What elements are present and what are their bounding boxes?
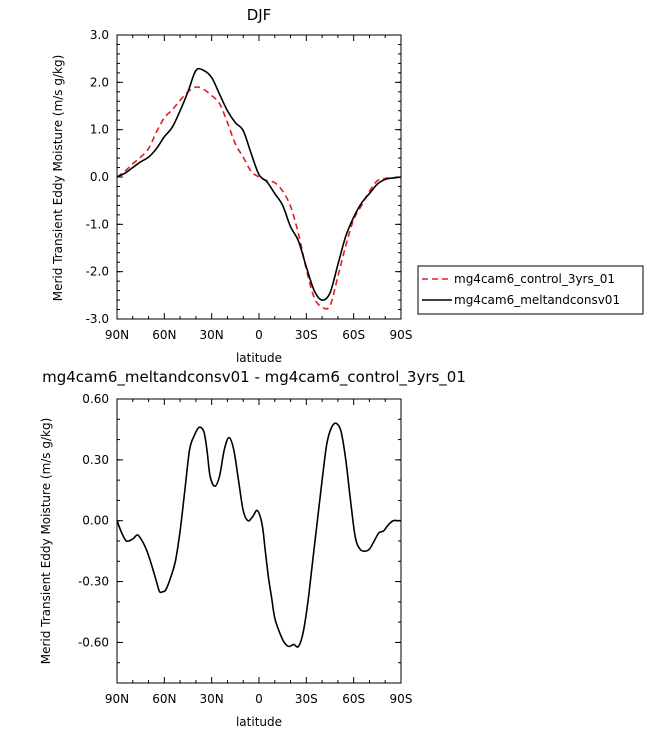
top-x-tick-label: 90N — [105, 328, 129, 342]
bottom-y-axis-title: Merid Transient Eddy Moisture (m/s g/kg) — [39, 418, 53, 665]
bottom-x-tick-label: 30N — [200, 692, 224, 706]
bottom-series-line-difference — [116, 422, 401, 648]
legend-box — [417, 265, 644, 315]
bottom-axis-ticks: 90N 60N 30N 0 30S 60S 90S 0.60 0.30 0.00 -0.30 -0.6… — [78, 392, 413, 706]
bottom-x-tick-label: 60S — [342, 692, 365, 706]
top-chart-title: DJF — [247, 6, 272, 24]
top-y-tick-label: -3.0 — [86, 312, 109, 326]
top-x-tick-label: 60N — [152, 328, 176, 342]
bottom-x-tick-label: 30S — [295, 692, 318, 706]
bottom-x-tick-label: 90N — [105, 692, 129, 706]
top-plot-frame — [116, 34, 402, 320]
bottom-x-tick-label: 0 — [255, 692, 263, 706]
top-x-tick-label: 0 — [255, 328, 263, 342]
bottom-y-tick-label: 0.60 — [82, 392, 109, 406]
top-panel: DJF 90N 60N 30N 0 30S 60S 90S 3.0 2.0 1.0 0.0 -1.0 -… — [51, 6, 644, 365]
top-y-tick-label: 3.0 — [90, 28, 109, 42]
bottom-y-tick-label: 0.00 — [82, 514, 109, 528]
top-legend: mg4cam6_control_3yrs_01 mg4cam6_meltandc… — [417, 265, 644, 315]
bottom-y-tick-label: -0.30 — [78, 575, 109, 589]
top-axis-ticks: 90N 60N 30N 0 30S 60S 90S 3.0 2.0 1.0 0.0 -1.0 -2.0 -… — [86, 28, 413, 342]
bottom-y-tick-label: -0.60 — [78, 635, 109, 649]
top-y-tick-label: 0.0 — [90, 170, 109, 184]
legend-label-meltandconsv: mg4cam6_meltandconsv01 — [454, 293, 620, 307]
top-y-tick-label: 2.0 — [90, 75, 109, 89]
top-x-tick-label: 60S — [342, 328, 365, 342]
bottom-plot-frame — [116, 398, 402, 684]
bottom-chart-title: mg4cam6_meltandconsv01 - mg4cam6_control… — [42, 368, 466, 387]
bottom-x-tick-label: 90S — [390, 692, 413, 706]
top-y-tick-label: -2.0 — [86, 265, 109, 279]
bottom-panel: mg4cam6_meltandconsv01 - mg4cam6_control… — [39, 368, 466, 729]
legend-label-control: mg4cam6_control_3yrs_01 — [454, 272, 615, 286]
top-x-axis-title: latitude — [236, 351, 282, 365]
top-series-lines — [116, 67, 402, 310]
top-x-tick-label: 30S — [295, 328, 318, 342]
bottom-y-tick-label: 0.30 — [82, 453, 109, 467]
top-y-tick-label: 1.0 — [90, 123, 109, 137]
bottom-x-axis-title: latitude — [236, 715, 282, 729]
top-y-axis-title: Merid Transient Eddy Moisture (m/s g/kg) — [51, 55, 65, 302]
top-series-line-mg4cam6-control-3yrs-01 — [116, 86, 402, 310]
top-x-tick-label: 90S — [390, 328, 413, 342]
top-x-tick-label: 30N — [200, 328, 224, 342]
top-y-tick-label: -1.0 — [86, 217, 109, 231]
bottom-series-lines — [116, 422, 401, 648]
bottom-x-tick-label: 60N — [152, 692, 176, 706]
top-series-line-mg4cam6-meltandconsv01 — [116, 67, 402, 301]
